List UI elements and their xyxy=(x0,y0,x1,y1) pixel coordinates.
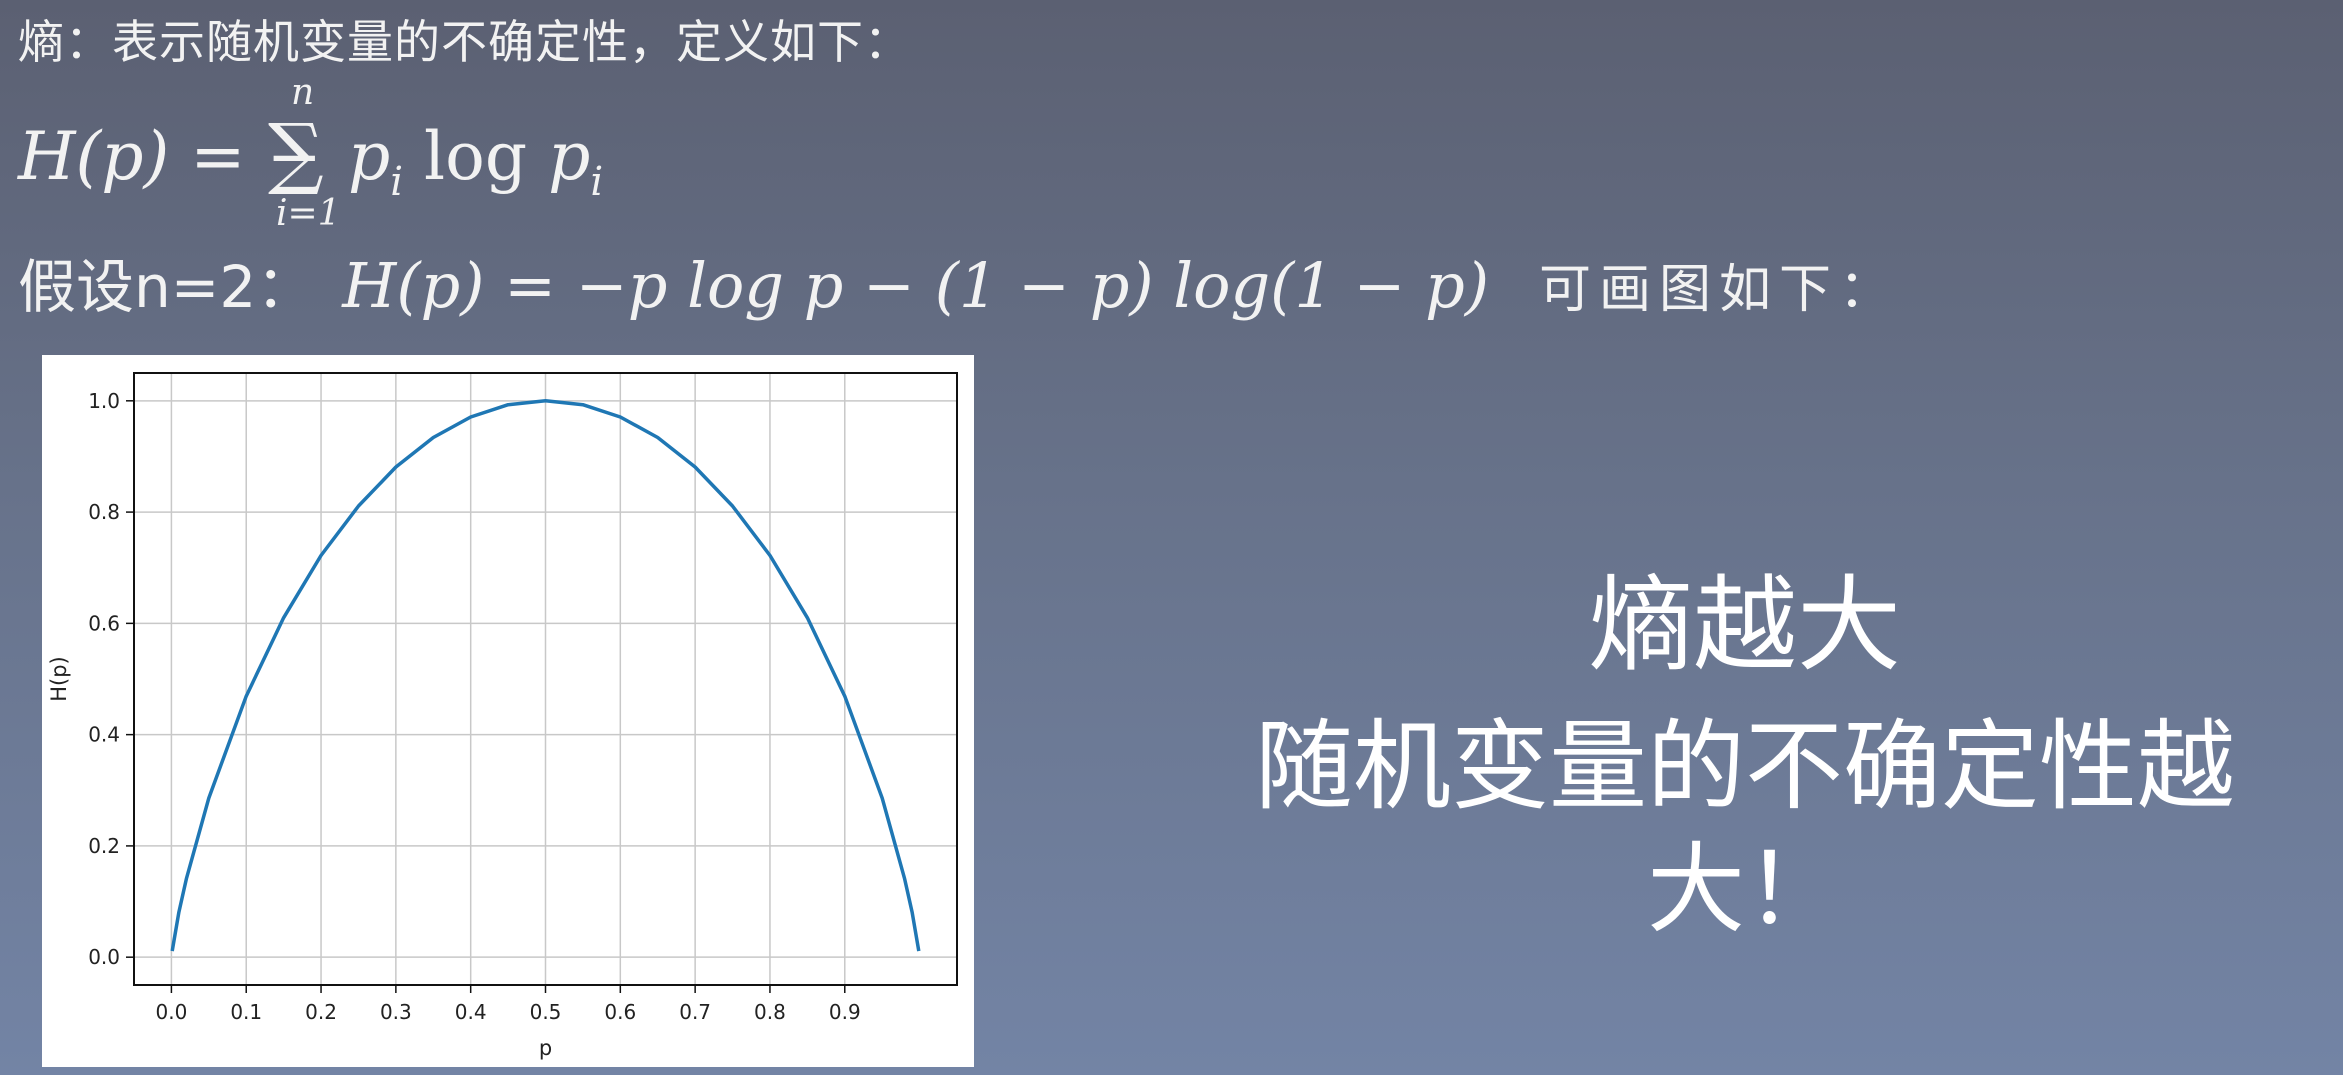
y-tick-label: 0.6 xyxy=(88,611,120,635)
formula-rhs: pi log pi xyxy=(348,118,603,205)
x-tick-label: 0.7 xyxy=(679,1000,711,1024)
y-tick-label: 0.8 xyxy=(88,500,120,524)
chart-svg: 0.0 0.1 0.2 0.3 0.4 0.5 0.6 0.7 0.8 0.9 0.0 0.2 0.4 0… xyxy=(47,372,958,1060)
formula-sub2: i xyxy=(590,159,604,205)
y-axis-label: H(p) xyxy=(47,656,71,702)
binary-entropy-formula: H(p) = −p log p − (1 − p) log(1 − p) xyxy=(342,249,1490,322)
formula-p2: p xyxy=(548,118,591,195)
x-tick-label: 0.1 xyxy=(230,1000,262,1024)
conclusion-message: 熵越大 随机变量的不确定性越大！ xyxy=(1160,560,2330,951)
x-tick-label: 0.3 xyxy=(380,1000,412,1024)
assumption-line: 假设n=2： H(p) = −p log p − (1 − p) log(1 − … xyxy=(18,240,1899,324)
entropy-curve xyxy=(170,399,921,952)
formula-p1: p xyxy=(348,118,391,195)
formula-sub1: i xyxy=(390,159,404,205)
y-tick-label: 0.4 xyxy=(88,723,120,747)
y-tick-label: 0.0 xyxy=(88,945,120,969)
assumption-prefix: 假设n=2： xyxy=(18,253,315,321)
y-tick-label: 0.2 xyxy=(88,834,120,858)
x-tick-label: 0.2 xyxy=(305,1000,337,1024)
entropy-chart: 0.0 0.1 0.2 0.3 0.4 0.5 0.6 0.7 0.8 0.9 0.0 0.2 0.4 0… xyxy=(42,355,974,1067)
summation-symbol: ∑ xyxy=(268,108,324,198)
formula-lhs: H(p) = − xyxy=(18,118,322,195)
summation-lower: i=1 xyxy=(276,193,341,234)
x-tick-label: 0.8 xyxy=(754,1000,786,1024)
x-tick-label: 0.6 xyxy=(604,1000,636,1024)
x-axis-label: p xyxy=(539,1036,552,1060)
summation-upper: n xyxy=(291,72,315,113)
x-tick-label: 0.4 xyxy=(455,1000,487,1024)
conclusion-line-2: 随机变量的不确定性越大！ xyxy=(1254,710,2235,947)
x-tick-label: 0.5 xyxy=(530,1000,562,1024)
formula-log: log xyxy=(403,118,549,195)
assumption-suffix: 可画图如下： xyxy=(1539,260,1900,320)
intro-text: 熵：表示随机变量的不确定性，定义如下： xyxy=(18,15,911,69)
y-tick-label: 1.0 xyxy=(88,389,120,413)
conclusion-line-1: 熵越大 xyxy=(1588,564,1901,686)
x-tick-label: 0.0 xyxy=(156,1000,188,1024)
x-tick-label: 0.9 xyxy=(829,1000,861,1024)
